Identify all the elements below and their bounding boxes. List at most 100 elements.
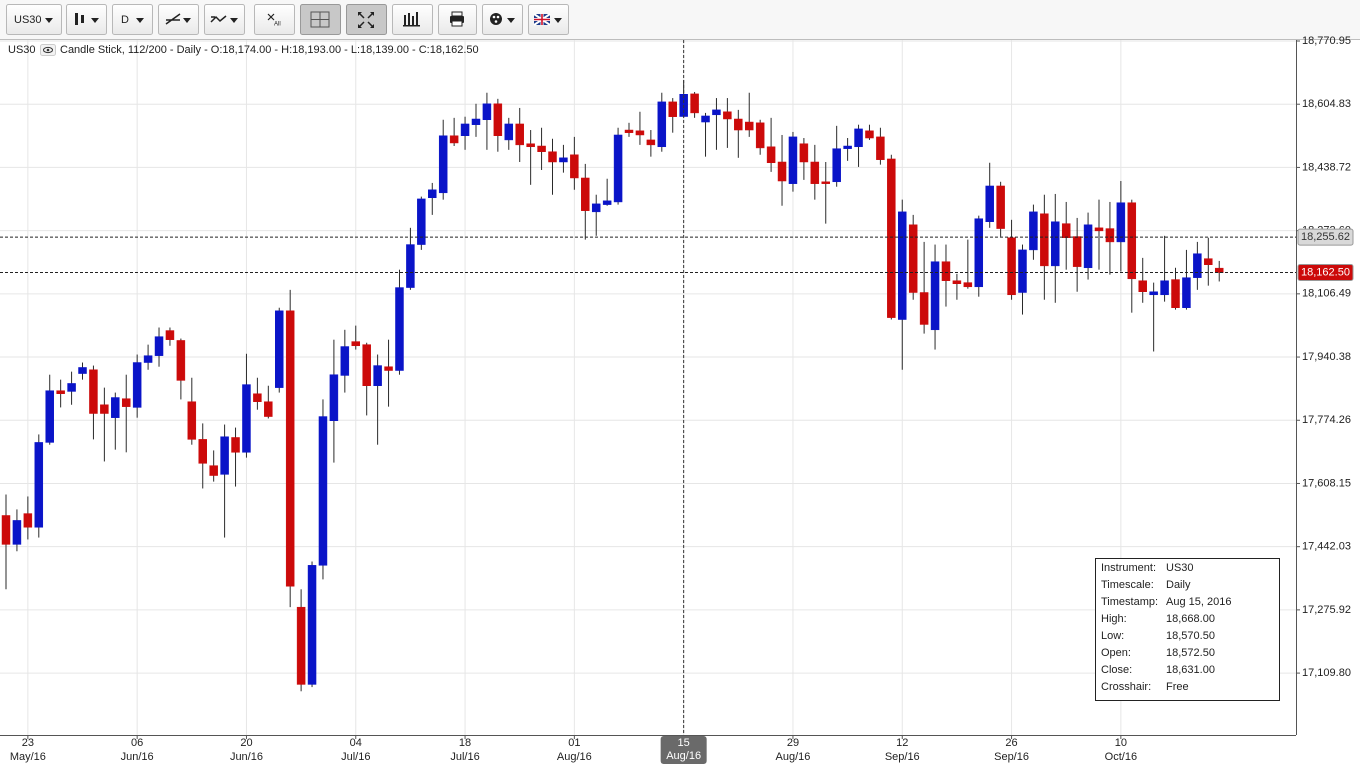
info-label: Crosshair: [1101,681,1151,693]
visibility-toggle[interactable] [40,44,56,56]
info-value: Daily [1166,579,1191,591]
language-dropdown[interactable] [528,4,569,35]
info-value: Aug 15, 2016 [1166,596,1231,608]
crosshair-toggle[interactable] [300,4,341,35]
candle-body [635,130,645,136]
candle-body [154,336,164,356]
candle-body [1127,202,1137,280]
symbol-dropdown[interactable]: US30 [6,4,62,35]
candle-body [471,118,481,125]
y-tick-label: 18,604.83 [1302,98,1351,110]
candle-body [45,390,54,443]
candle-body [318,416,328,566]
x-tick-label: Aug/16 [776,751,811,763]
plot-area [0,40,1296,735]
price-tag-label: 18,162.50 [1301,266,1350,278]
x-tick-label: 10 [1115,737,1127,749]
draw-line-dropdown[interactable] [158,4,199,35]
candle-body [438,135,448,194]
candle-body [548,151,557,163]
candle-body [1214,267,1224,273]
info-label: Open: [1101,647,1131,659]
candle-body [143,355,153,363]
candle-body [1116,202,1126,243]
candle-body [111,397,120,418]
candle-body [231,437,240,453]
candle-body [296,606,306,685]
symbol-text: US30 [14,14,42,26]
candle-body [941,261,951,281]
candle-body [865,130,874,139]
x-tick-label: Oct/16 [1105,751,1137,763]
candle-body [690,93,699,114]
candle-body [952,280,962,285]
candle-body [89,369,98,414]
x-tick-label: 01 [568,737,580,749]
crosshair-tag-label: Aug/16 [666,750,701,762]
x-tick-label: Jun/16 [230,751,263,763]
candle-body [1105,228,1115,243]
candle-body [898,211,907,320]
x-tick-label: 18 [459,737,471,749]
candle-body [1083,224,1093,269]
candle-body [253,393,262,402]
candle-body [613,134,623,203]
candle-body [493,103,503,136]
all-text: All [274,22,281,28]
info-value: 18,572.50 [1166,647,1215,659]
candle-body [581,177,590,211]
candle-body [712,109,721,116]
candle-body [1204,258,1213,265]
candle-body [734,118,743,131]
candle-body [1160,280,1169,296]
volume-button[interactable] [392,4,433,35]
candle-body [504,123,514,141]
candle-body [1029,211,1038,251]
candle-body [285,310,295,587]
candle-body [340,346,350,376]
candle-body [100,404,109,414]
candle-body [876,136,885,160]
info-value: Free [1166,681,1189,693]
chart-title: US30 [8,44,36,56]
x-tick-label: Jul/16 [450,751,479,763]
candle-body [843,145,852,149]
info-value: 18,631.00 [1166,664,1215,676]
candle-body [56,390,65,394]
color-dropdown[interactable] [482,4,523,35]
y-tick-label: 17,442.03 [1302,541,1351,553]
chart-type-dropdown[interactable] [66,4,107,35]
info-value: 18,570.50 [1166,630,1215,642]
candle-body [176,340,186,381]
candle-body [1040,213,1049,267]
candle-body [1094,227,1104,232]
timeframe-dropdown[interactable]: D [112,4,153,35]
candle-body [78,367,87,374]
candle-body [406,244,415,288]
candle-body [602,200,612,205]
candle-body [12,520,22,545]
candle-body [1,515,11,545]
axes: 17,109.80 17,275.92 17,442.03 17,608.15 17,7… [10,35,1354,764]
chart-header: US30 Candle Stick, 112/200 - Daily - O:1… [8,44,479,56]
x-tick-label: 29 [787,737,799,749]
overlay [0,40,1296,735]
toolbar: US30 D All [0,0,1360,40]
candle-body [417,198,426,245]
candle-body [996,185,1005,229]
candle-body [537,145,546,152]
remove-all-button[interactable]: All [254,4,295,35]
candle-body [930,261,940,331]
x-tick-label: May/16 [10,751,46,763]
candle-body [373,365,382,386]
fit-toggle[interactable] [346,4,387,35]
candle-body [121,398,131,407]
candle-body [67,383,76,392]
indicator-dropdown[interactable] [204,4,245,35]
candle-body [187,401,197,440]
candle-body [887,158,896,318]
candle-body [591,203,601,213]
candle-body [788,136,798,184]
print-button[interactable] [438,4,477,35]
